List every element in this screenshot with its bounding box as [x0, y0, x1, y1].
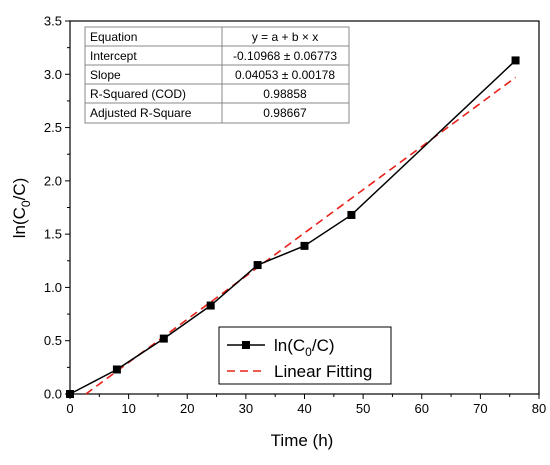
data-point	[300, 241, 309, 250]
legend-frame	[218, 326, 392, 385]
linear-fit-line	[85, 76, 517, 395]
x-axis-ticks: 0 10 20 30 40 50 60 70 80	[66, 394, 546, 416]
data-point	[206, 301, 215, 310]
legend-label-fit: Linear Fitting	[274, 362, 372, 381]
stats-value-r-squared: 0.98858	[263, 87, 307, 101]
data-point	[112, 365, 121, 374]
y-tick-label: 2.0	[44, 173, 62, 188]
x-tick-label: 40	[297, 401, 311, 416]
y-axis-ticks: 0.0 0.5 1.0 1.5 2.0 2.5 3.0 3.5	[44, 14, 70, 402]
x-tick-label: 20	[180, 401, 194, 416]
y-tick-label: 2.5	[44, 120, 62, 135]
stats-label-intercept: Intercept	[90, 49, 137, 63]
stats-table-frame	[84, 26, 350, 124]
y-tick-label: 0.5	[44, 333, 62, 348]
y-axis-title: ln(C0/C)	[10, 178, 33, 239]
x-tick-label: 70	[473, 401, 487, 416]
stats-value-adjusted-r-square: 0.98667	[263, 106, 307, 120]
stats-label-r-squared: R-Squared (COD)	[90, 87, 186, 101]
x-tick-label: 0	[66, 401, 73, 416]
y-tick-label: 1.5	[44, 227, 62, 242]
x-tick-label: 80	[532, 401, 546, 416]
x-tick-label: 30	[239, 401, 253, 416]
data-series-line	[69, 59, 517, 395]
x-tick-label: 10	[121, 401, 135, 416]
data-point	[66, 390, 74, 398]
stats-label-equation: Equation	[90, 30, 137, 44]
stats-value-intercept: -0.10968 ± 0.06773	[233, 49, 337, 63]
legend: ln(C0/C) Linear Fitting	[218, 326, 392, 385]
data-point	[159, 334, 168, 343]
y-tick-label: 3.0	[44, 67, 62, 82]
data-point	[347, 210, 356, 219]
legend-swatch-data-marker	[242, 341, 250, 349]
stats-value-slope: 0.04053 ± 0.00178	[235, 68, 335, 82]
x-axis-title: Time (h)	[271, 431, 334, 450]
y-tick-label: 3.5	[44, 14, 62, 29]
y-tick-label: 1.0	[44, 280, 62, 295]
y-tick-label: 0.0	[44, 387, 62, 402]
stats-label-adjusted-r-square: Adjusted R-Square	[90, 106, 192, 120]
x-tick-label: 60	[415, 401, 429, 416]
stats-value-equation: y = a + b × x	[252, 30, 318, 44]
data-point	[511, 56, 520, 65]
stats-table: Equation y = a + b × x Intercept -0.1096…	[84, 26, 350, 124]
legend-label-data: ln(C0/C)	[274, 336, 335, 359]
x-tick-label: 50	[356, 401, 370, 416]
stats-label-slope: Slope	[90, 68, 121, 82]
data-point	[253, 261, 262, 270]
data-series	[66, 56, 520, 398]
linear-fit-series	[85, 76, 517, 395]
